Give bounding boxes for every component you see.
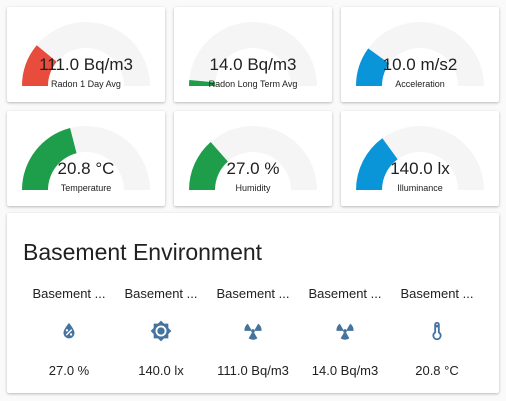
gauge-card-radon-1-day[interactable]: 111.0 Bq/m3 Radon 1 Day Avg [7, 7, 165, 102]
gauge-card-temperature[interactable]: 20.8 °C Temperature [7, 111, 165, 206]
gauge-value: 14.0 Bq/m3 [209, 55, 297, 74]
gauge-track [356, 22, 484, 86]
gauge-arc [356, 22, 484, 86]
entity-radon-1-day[interactable]: Basement ... 111.0 Bq/m3 [209, 286, 297, 386]
gauge-track [189, 126, 317, 190]
gauge-value: 140.0 lx [390, 159, 450, 178]
entity-name: Basement ... [32, 286, 106, 301]
gauge-track [22, 22, 150, 86]
gauge-value: 10.0 m/s2 [382, 55, 458, 74]
entity-state: 111.0 Bq/m3 [217, 363, 289, 378]
gauge-arc [188, 22, 317, 86]
entity-state: 140.0 lx [138, 363, 184, 378]
entity-name: Basement ... [400, 286, 474, 301]
gauge-name: Radon 1 Day Avg [51, 79, 121, 89]
gauge-arc [22, 126, 150, 190]
entity-state: 20.8 °C [415, 363, 459, 378]
gauge-name: Radon Long Term Avg [208, 79, 298, 89]
brightness-icon [150, 320, 172, 342]
gauge-arc [356, 126, 484, 190]
gauge-card-humidity[interactable]: 27.0 % Humidity [174, 111, 332, 206]
gauge-fill [356, 48, 390, 86]
entity-illuminance[interactable]: Basement ... 140.0 lx [117, 286, 205, 386]
radioactive-icon [244, 323, 262, 340]
gauge-card-radon-long-term[interactable]: 14.0 Bq/m3 Radon Long Term Avg [174, 7, 332, 102]
entity-state: 27.0 % [48, 363, 90, 378]
gauge-name: Illuminance [397, 183, 443, 193]
gauge-card-illuminance[interactable]: 140.0 lx Illuminance [341, 111, 499, 206]
entity-name: Basement ... [216, 286, 290, 301]
entity-name: Basement ... [124, 286, 198, 301]
gauge-track [189, 22, 317, 86]
gauge-fill [188, 79, 216, 86]
entities-card: Basement Environment Basement ... 27.0 %… [7, 213, 499, 393]
gauge-arc [22, 22, 150, 86]
thermometer-icon [432, 321, 442, 341]
gauge-value: 27.0 % [226, 159, 280, 178]
card-title: Basement Environment [23, 239, 263, 265]
entity-radon-long-term[interactable]: Basement ... 14.0 Bq/m3 [301, 286, 389, 386]
gauge-fill [189, 141, 228, 190]
gauge-track [356, 126, 484, 190]
gauge-value: 20.8 °C [57, 159, 115, 178]
gauge-name: Acceleration [395, 79, 445, 89]
entity-name: Basement ... [308, 286, 382, 301]
gauge-name: Temperature [60, 183, 112, 193]
gauge-card-acceleration[interactable]: 10.0 m/s2 Acceleration [341, 7, 499, 102]
gauge-fill [22, 128, 77, 190]
gauge-fill [22, 45, 57, 86]
gauge-name: Humidity [235, 183, 271, 193]
radioactive-icon [336, 323, 354, 340]
entity-state: 14.0 Bq/m3 [311, 363, 379, 378]
entity-humidity[interactable]: Basement ... 27.0 % [25, 286, 113, 386]
water-percent-icon [63, 322, 75, 339]
entity-temperature[interactable]: Basement ... 20.8 °C [393, 286, 481, 386]
gauge-value: 111.0 Bq/m3 [39, 55, 133, 74]
gauge-fill [356, 138, 398, 190]
gauge-arc [189, 126, 317, 190]
